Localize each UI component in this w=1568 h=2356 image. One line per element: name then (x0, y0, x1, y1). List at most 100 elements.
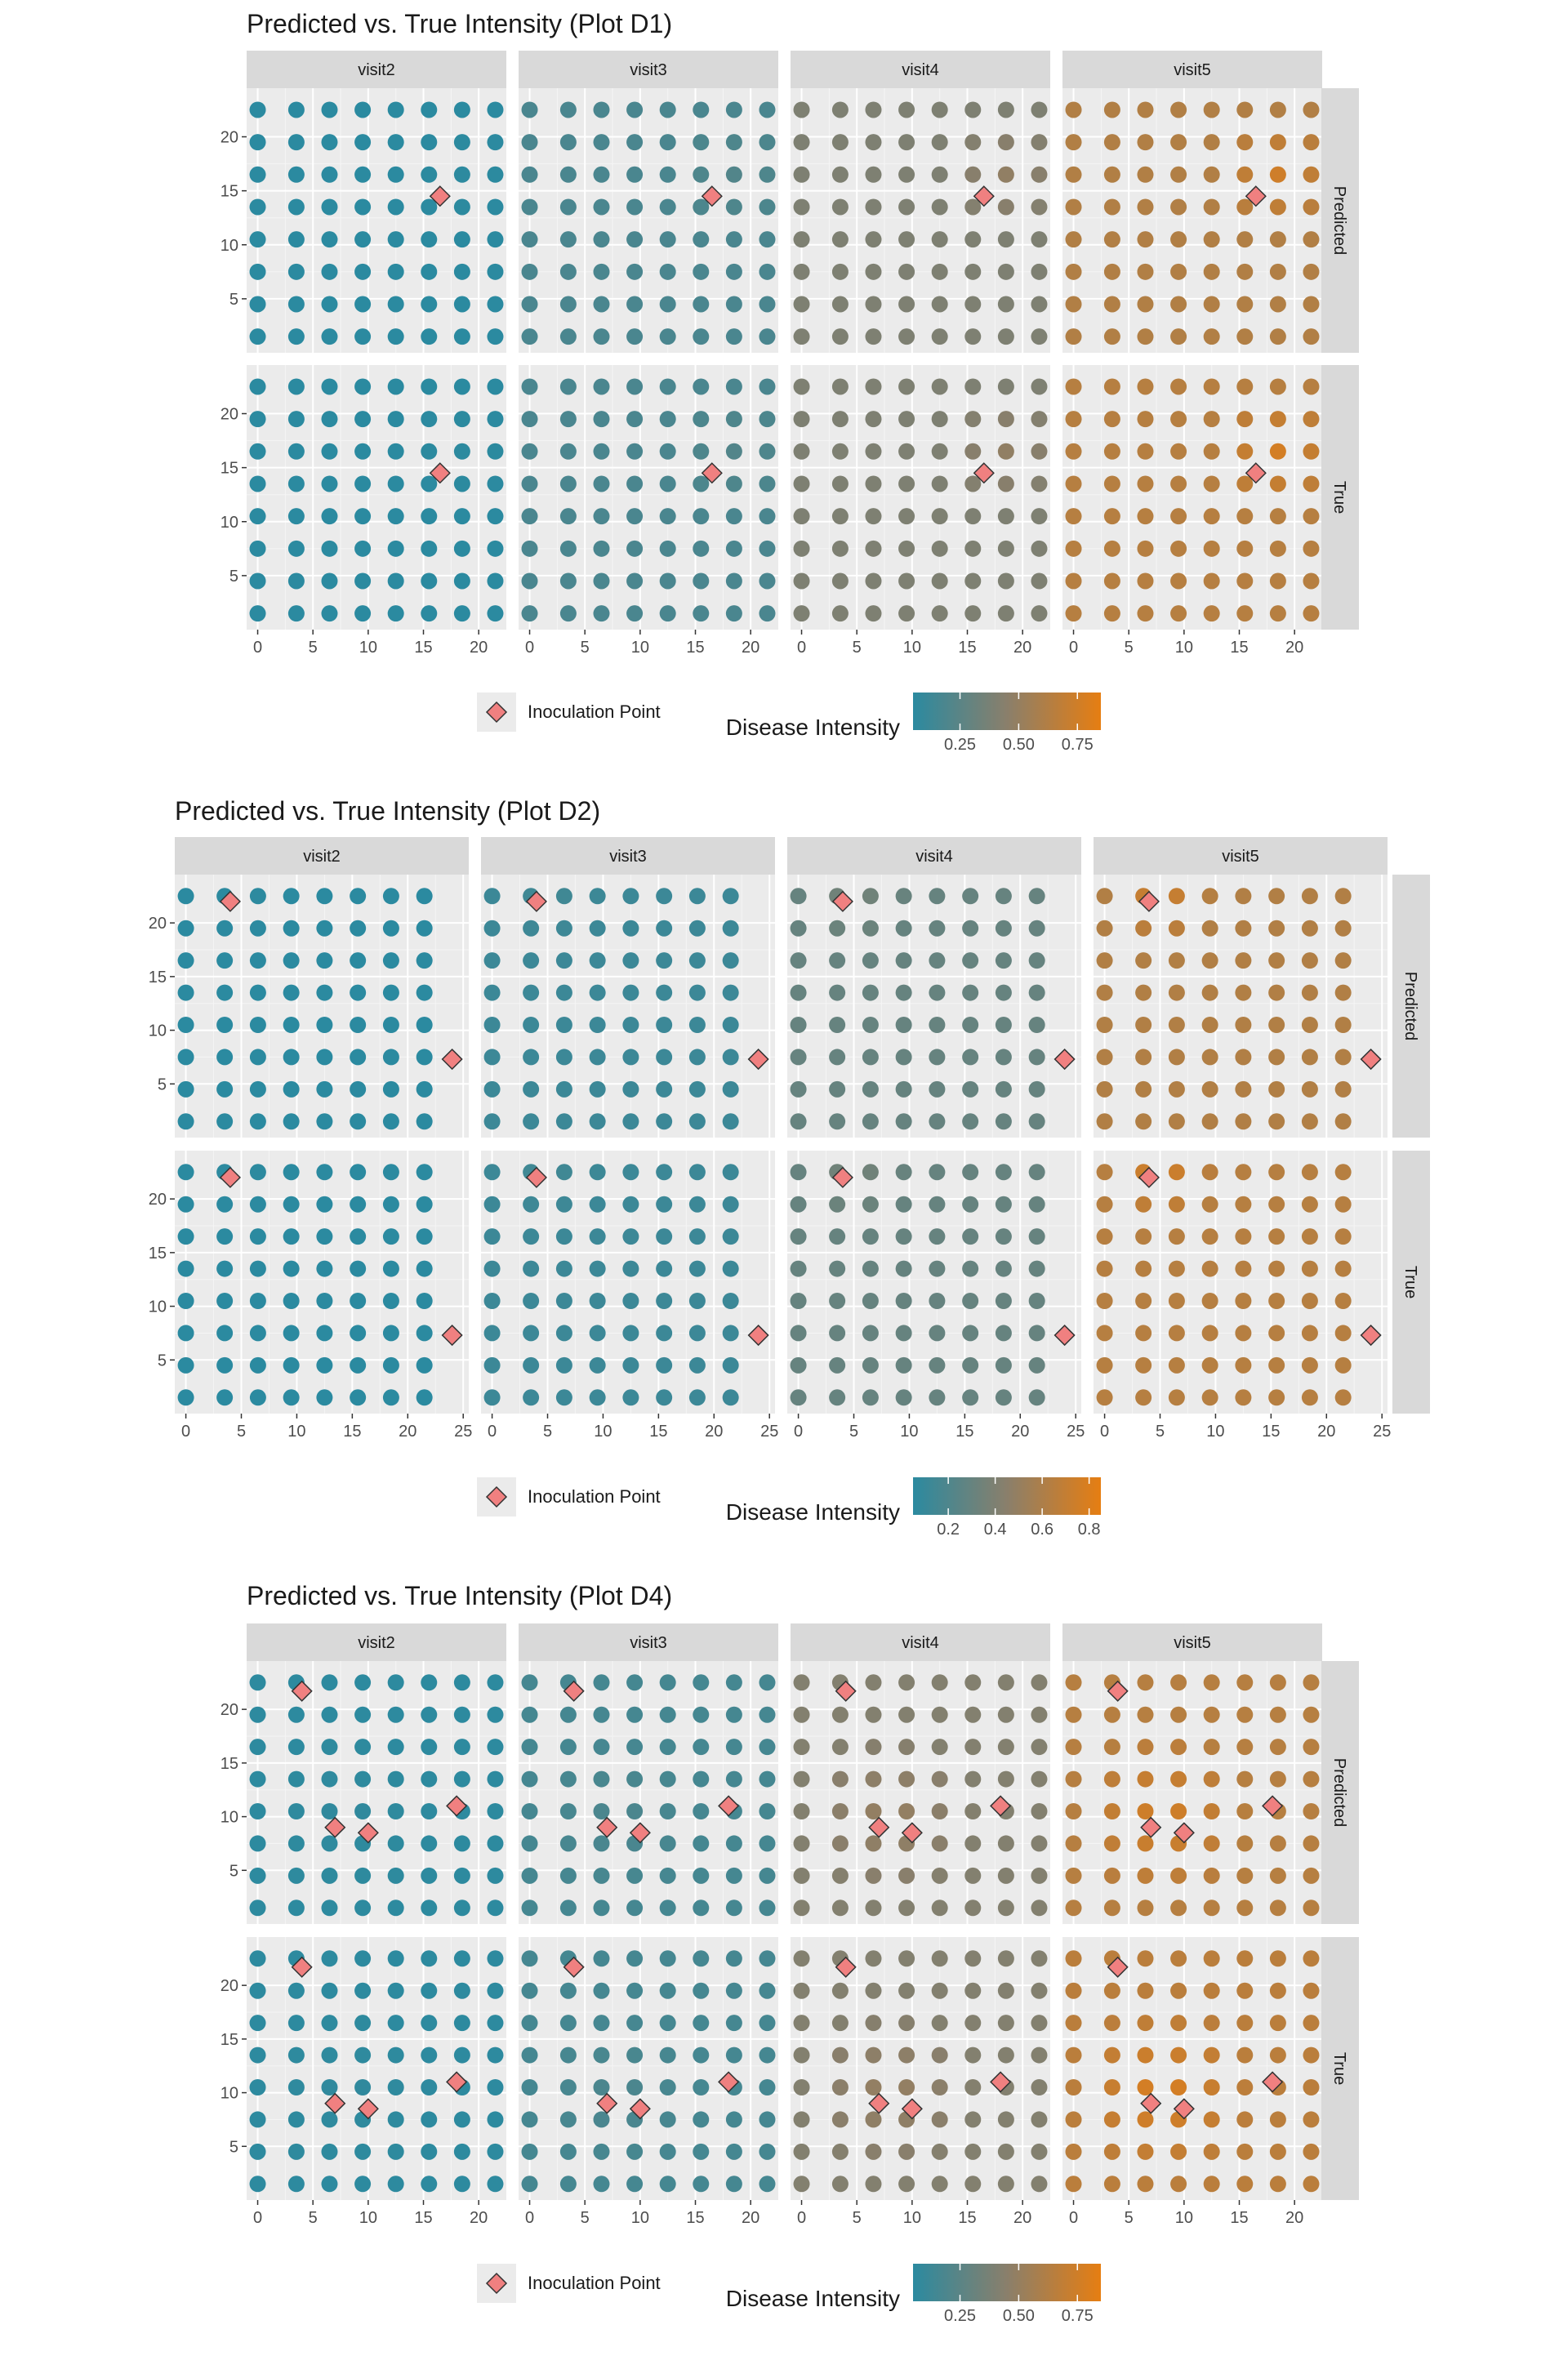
data-point (790, 1196, 807, 1213)
data-point (931, 1899, 948, 1917)
data-point (831, 166, 849, 183)
data-point (287, 1835, 305, 1852)
data-point (829, 984, 846, 1001)
data-point (559, 1982, 577, 1999)
data-point (216, 920, 234, 937)
data-point (626, 1803, 644, 1819)
data-point (354, 1674, 372, 1691)
data-point (895, 1356, 912, 1374)
data-point (725, 101, 742, 118)
data-point (964, 1706, 982, 1723)
facet-strip-visit2 (247, 1623, 506, 1661)
data-point (898, 263, 915, 280)
data-point (722, 1389, 739, 1406)
data-point (964, 134, 982, 151)
data-point (1334, 952, 1352, 969)
data-point (725, 296, 742, 313)
data-point (898, 508, 915, 525)
data-point (1137, 1706, 1154, 1723)
inoculation-point (747, 1048, 769, 1071)
data-point (1235, 1196, 1252, 1213)
data-point (387, 1770, 404, 1788)
panel-background (787, 1151, 1081, 1414)
data-point (962, 1080, 979, 1098)
data-point (1096, 1164, 1113, 1181)
data-point (622, 1196, 639, 1213)
data-point (523, 1113, 540, 1130)
data-point (1203, 1739, 1220, 1756)
data-point (759, 263, 776, 280)
data-point (1031, 1674, 1048, 1691)
facet-strip-visit4 (791, 51, 1050, 88)
data-point (1269, 1706, 1286, 1723)
data-point (1065, 134, 1082, 151)
data-point (831, 1770, 849, 1788)
data-point (793, 475, 810, 492)
data-point (1170, 2079, 1187, 2095)
data-point (865, 296, 882, 313)
data-point (483, 920, 501, 937)
data-point (354, 1899, 372, 1917)
data-point (1137, 1899, 1154, 1917)
data-point (1203, 263, 1220, 280)
data-point (559, 1770, 577, 1788)
data-point (659, 1674, 676, 1691)
data-point (559, 296, 577, 313)
data-point (1137, 2079, 1154, 2095)
data-point (931, 378, 948, 395)
data-point (995, 952, 1012, 969)
data-point (453, 443, 470, 460)
x-tick-label: 0 (525, 2209, 534, 2227)
data-point (995, 1356, 1012, 1374)
data-point (283, 1356, 300, 1374)
data-point (995, 1017, 1012, 1033)
data-point (931, 198, 948, 216)
data-point (1303, 328, 1320, 345)
data-point (316, 1325, 333, 1342)
data-point (693, 328, 710, 345)
data-point (249, 411, 266, 428)
data-point (593, 1950, 610, 1967)
data-point (1065, 1803, 1082, 1819)
data-point (523, 1049, 540, 1066)
inoculation-point (324, 2092, 346, 2114)
data-point (1236, 2015, 1254, 2032)
data-point (722, 1293, 739, 1309)
data-point (387, 198, 404, 216)
data-point (1135, 1293, 1152, 1309)
data-point (898, 198, 915, 216)
data-point (895, 1389, 912, 1406)
data-point (831, 198, 849, 216)
data-point (1103, 1982, 1120, 1999)
data-point (962, 952, 979, 969)
data-point (287, 378, 305, 395)
data-point (521, 572, 538, 590)
data-point (559, 443, 577, 460)
data-point (964, 328, 982, 345)
data-point (559, 475, 577, 492)
data-point (626, 2176, 644, 2193)
data-point (759, 1739, 776, 1756)
data-point (1303, 198, 1320, 216)
data-point (1031, 198, 1048, 216)
data-point (1303, 2079, 1320, 2095)
data-point (387, 2046, 404, 2064)
data-point (321, 166, 338, 183)
data-point (1334, 1164, 1352, 1181)
data-point (1137, 296, 1154, 313)
data-point (1201, 1356, 1218, 1374)
data-point (831, 1899, 849, 1917)
data-point (656, 1356, 673, 1374)
data-point (1235, 1356, 1252, 1374)
data-point (453, 101, 470, 118)
data-point (1201, 1080, 1218, 1098)
data-point (249, 1389, 266, 1406)
data-point (521, 2143, 538, 2160)
data-point (725, 1950, 742, 1967)
data-point (693, 2111, 710, 2128)
data-point (793, 296, 810, 313)
data-point (929, 1017, 946, 1033)
data-point (995, 1325, 1012, 1342)
data-point (688, 952, 706, 969)
facet-strip-visit3 (481, 837, 775, 875)
